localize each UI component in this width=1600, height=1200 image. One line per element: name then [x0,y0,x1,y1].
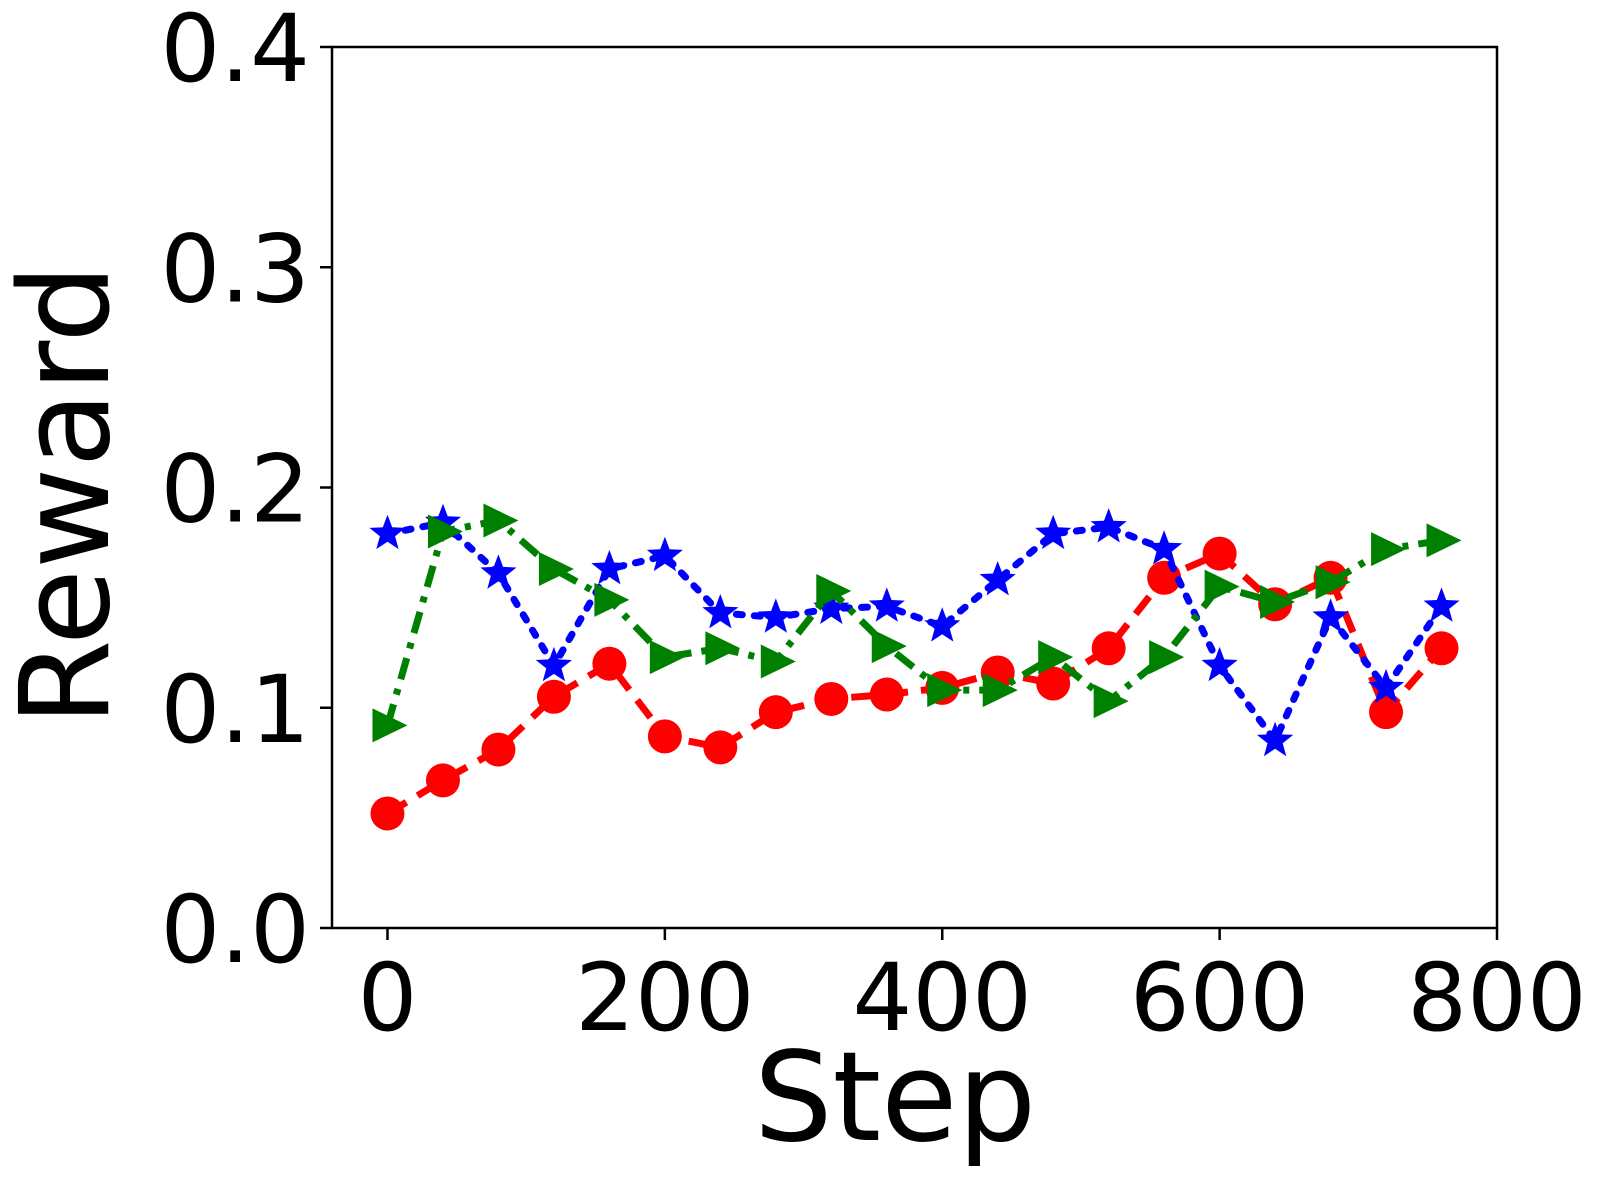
series-2 [369,503,1460,757]
data-point [1038,640,1074,675]
data-point [1093,684,1129,719]
data-point [924,607,961,642]
data-point [483,503,519,538]
data-point [1090,508,1127,543]
y-tick-label: 0.1 [161,656,311,765]
x-tick-label: 200 [575,944,754,1053]
y-tick-label: 0.4 [161,0,311,104]
data-point [1201,646,1238,682]
data-point [594,582,630,617]
series-layer [369,503,1462,831]
data-point [424,503,461,539]
data-point [370,796,405,831]
data-point [1036,666,1071,701]
y-axis-label: Reward [0,264,138,726]
data-point [1035,514,1072,550]
series-line [384,518,1445,748]
data-point [869,677,904,712]
data-point [868,587,905,622]
data-point [1149,640,1185,675]
data-point [927,673,963,708]
data-point [705,631,741,666]
data-point [703,730,738,765]
x-tick-label: 800 [1407,944,1586,1053]
series-3 [372,503,1462,743]
data-point [1426,523,1462,558]
data-point [758,695,793,730]
x-axis-label: Step [754,1026,1036,1170]
y-tick-label: 0.0 [161,876,311,985]
data-point [538,551,574,586]
data-point [760,644,796,679]
x-tick-label: 600 [1130,944,1309,1053]
data-point [814,681,849,716]
data-point [1204,569,1240,604]
data-point [1423,587,1460,622]
x-tick-label: 400 [853,944,1032,1053]
data-point [372,708,408,743]
data-point [425,763,460,798]
data-point [757,598,794,633]
data-point [979,561,1016,596]
plot-frame [330,45,1499,930]
data-point [813,589,850,624]
data-point [871,629,907,664]
data-point [1146,530,1183,565]
data-point [816,574,852,609]
data-point [1371,532,1407,567]
data-point [1424,631,1459,666]
ticks-layer: 0 200 400 600 800 0.0 0.1 0.2 0.3 0.4 [161,0,1587,1053]
data-point [1369,695,1404,730]
data-point [1257,721,1294,757]
data-point [647,719,682,754]
data-point [1312,598,1349,633]
y-tick-label: 0.3 [161,215,311,324]
data-point [1315,565,1351,600]
data-point [481,732,516,767]
data-point [1091,631,1126,666]
y-tick-label: 0.2 [161,436,311,545]
data-point [646,536,683,572]
data-point [1260,585,1296,620]
data-point [427,514,463,549]
data-point [982,673,1018,708]
data-point [1202,536,1237,571]
data-point [536,679,571,714]
x-tick-label: 0 [358,944,418,1053]
data-point [535,646,572,682]
data-point [369,514,406,550]
data-point [649,640,685,675]
series-1 [370,536,1459,831]
data-point [591,550,628,585]
data-point [1368,668,1405,704]
data-point [592,646,627,681]
data-point [702,594,739,629]
data-point [480,554,517,589]
